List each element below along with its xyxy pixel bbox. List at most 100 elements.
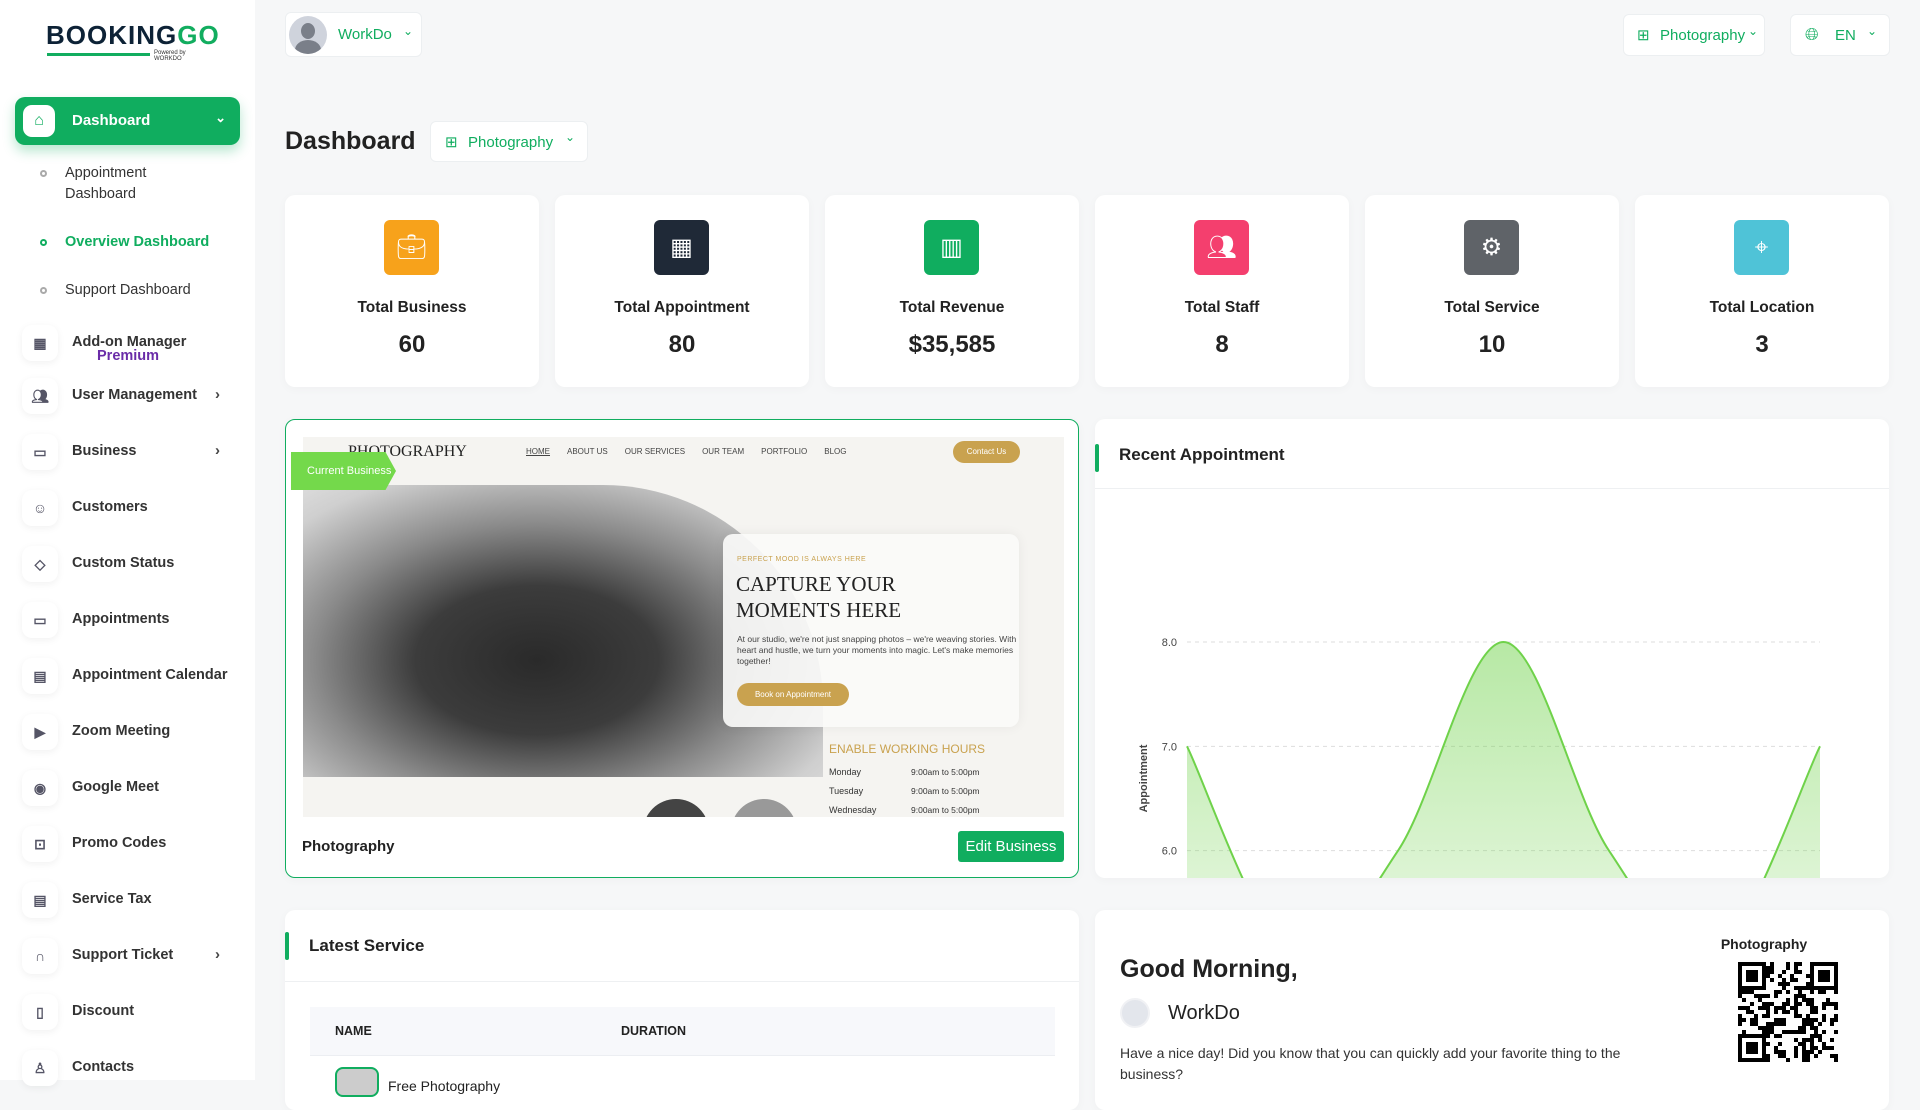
site-nav-link: OUR TEAM xyxy=(702,447,745,456)
site-contact-button: Contact Us xyxy=(953,441,1020,463)
sidebar-item-label: Add-on Manager xyxy=(72,334,187,350)
sidebar-item-appointment-calendar[interactable]: ▤ Appointment Calendar xyxy=(22,656,237,696)
sidebar-sub-overview-dashboard[interactable]: Overview Dashboard xyxy=(40,232,209,253)
service-name: Free Photography xyxy=(388,1078,501,1094)
qr-code[interactable] xyxy=(1738,962,1838,1062)
latest-service-card: Latest Service NAME DURATION Free Photog… xyxy=(285,910,1079,1110)
sidebar-item-add-on-manager[interactable]: ▦ Add-on Manager xyxy=(22,323,237,363)
calendar-icon: ▦ xyxy=(654,220,709,275)
series-line xyxy=(1186,640,1821,878)
stat-card-total-business[interactable]: 💼︎ Total Business 60 xyxy=(285,195,539,387)
chevron-right-icon: › xyxy=(215,442,220,459)
card-icon: ▭ xyxy=(22,602,58,638)
sidebar-item-service-tax[interactable]: ▤ Service Tax xyxy=(22,880,237,920)
chevron-down-icon: ⌄ xyxy=(215,110,226,125)
sidebar-item-label: Service Tax xyxy=(72,891,152,907)
apps-icon: ⊞ xyxy=(1637,27,1650,44)
tag-icon: ◇ xyxy=(22,546,58,582)
sidebar-item-label: Google Meet xyxy=(72,779,160,795)
logo[interactable]: BOOKINGGO Powered by WORKDO xyxy=(46,20,219,62)
sidebar-item-contacts[interactable]: ♙ Contacts xyxy=(22,1048,237,1088)
language-label: EN xyxy=(1835,27,1856,44)
stat-card-total-location[interactable]: ⌖ Total Location 3 xyxy=(1635,195,1889,387)
sidebar: BOOKINGGO Powered by WORKDO ⌂ Dashboard … xyxy=(0,0,255,1086)
chart-icon: ▥ xyxy=(924,220,979,275)
avatar xyxy=(289,16,327,54)
globe-icon: 🌐︎ xyxy=(1805,25,1819,44)
business-name: Photography xyxy=(468,134,554,151)
video-icon: ▶ xyxy=(22,714,58,750)
site-hours-title: ENABLE WORKING HOURS xyxy=(829,742,986,756)
stat-label: Total Appointment xyxy=(614,299,750,316)
page-title: Dashboard xyxy=(285,127,416,155)
avatar xyxy=(1120,998,1150,1028)
site-kicker: PERFECT MOOD IS ALWAYS HERE xyxy=(737,556,867,563)
grid-icon: ▦ xyxy=(22,325,58,361)
site-hours-time: 9:00am to 5:00pm xyxy=(911,786,980,796)
card-title: Latest Service xyxy=(309,936,425,955)
user-name: WorkDo xyxy=(338,26,392,43)
site-hours-time: 9:00am to 5:00pm xyxy=(911,767,980,777)
page-business-dropdown[interactable]: ⊞ Photography ⌄ xyxy=(430,121,588,162)
stat-card-total-service[interactable]: ⚙ Total Service 10 xyxy=(1365,195,1619,387)
sidebar-item-promo-codes[interactable]: ⊡ Promo Codes xyxy=(22,824,237,864)
site-nav-link: OUR SERVICES xyxy=(624,447,686,456)
headset-icon: ∩ xyxy=(22,938,58,974)
briefcase-icon: 💼︎ xyxy=(384,220,439,275)
stat-card-total-appointment[interactable]: ▦ Total Appointment 80 xyxy=(555,195,809,387)
sidebar-item-appointments[interactable]: ▭ Appointments xyxy=(22,600,237,640)
sidebar-item-business[interactable]: ▭ Business › xyxy=(22,432,237,472)
business-name: Photography xyxy=(302,838,395,855)
sidebar-item-label: Appointments xyxy=(72,611,170,627)
sidebar-item-label: Discount xyxy=(72,1003,135,1019)
site-nav-link: HOME xyxy=(526,447,550,456)
sidebar-item-customers[interactable]: ☺ Customers xyxy=(22,488,237,528)
service-thumbnail xyxy=(335,1067,379,1097)
chevron-right-icon: › xyxy=(215,386,220,403)
stat-card-total-staff[interactable]: 👥︎ Total Staff 8 xyxy=(1095,195,1349,387)
sidebar-item-google-meet[interactable]: ◉ Google Meet xyxy=(22,768,237,808)
service-icon: ⚙ xyxy=(1464,220,1519,275)
site-body: At our studio, we're not just snapping p… xyxy=(737,634,1017,666)
sidebar-item-label: Dashboard xyxy=(72,112,151,129)
card-title: Recent Appointment xyxy=(1119,445,1285,464)
business-website-preview[interactable]: PHOTOGRAPHY HOME ABOUT US OUR SERVICES OUR … xyxy=(303,437,1064,817)
stat-value: 10 xyxy=(1478,331,1506,358)
current-business-card: PHOTOGRAPHY HOME ABOUT US OUR SERVICES OUR … xyxy=(285,419,1079,878)
sidebar-sub-appointment-dashboard[interactable]: Appointment Dashboard xyxy=(40,163,175,205)
sidebar-item-zoom-meeting[interactable]: ▶ Zoom Meeting xyxy=(22,712,237,752)
y-tick-label: 7.0 xyxy=(1162,741,1177,753)
sidebar-item-label: Contacts xyxy=(72,1059,135,1075)
sidebar-sub-label: Appointment Dashboard xyxy=(65,165,147,202)
sidebar-item-discount[interactable]: ▯ Discount xyxy=(22,992,237,1032)
stat-card-total-revenue[interactable]: ▥ Total Revenue $35,585 xyxy=(825,195,1079,387)
sidebar-item-user-management[interactable]: 👥︎ User Management › xyxy=(22,376,237,416)
edit-business-button[interactable]: Edit Business xyxy=(958,831,1064,862)
appointment-chart: 5.06.07.08.015-Oct16-Oct17-Oct18-Oct19-O… xyxy=(1138,637,1821,878)
users-icon: 👥︎ xyxy=(22,378,58,414)
stat-label: Total Location xyxy=(1709,299,1815,316)
stat-label: Total Business xyxy=(357,299,467,316)
powered-by: Powered by WORKDO xyxy=(154,50,186,62)
ticket-icon: ⊡ xyxy=(22,826,58,862)
stat-value: 60 xyxy=(398,331,426,358)
stat-label: Total Service xyxy=(1444,299,1540,316)
sidebar-item-support-ticket[interactable]: ∩ Support Ticket › xyxy=(22,936,237,976)
site-hours-time: 9:00am to 5:00pm xyxy=(911,805,980,815)
sidebar-sub-support-dashboard[interactable]: Support Dashboard xyxy=(40,280,191,301)
language-switcher[interactable]: 🌐︎ EN ⌄ xyxy=(1790,14,1890,56)
sidebar-item-dashboard[interactable]: ⌂ Dashboard ⌄ xyxy=(15,97,240,145)
site-nav-link: ABOUT US xyxy=(567,447,608,456)
stat-value: 8 xyxy=(1215,331,1229,358)
calendar-icon: ▤ xyxy=(22,658,58,694)
sidebar-item-custom-status[interactable]: ◇ Custom Status xyxy=(22,544,237,584)
contact-icon: ♙ xyxy=(22,1050,58,1086)
table-row[interactable]: Free Photography xyxy=(335,1067,1035,1097)
user-dropdown[interactable]: WorkDo ⌄ xyxy=(285,12,422,57)
home-icon: ⌂ xyxy=(23,105,55,137)
site-headline: MOMENTS HERE xyxy=(736,598,902,622)
location-icon: ⌖ xyxy=(1734,220,1789,275)
stat-value: 3 xyxy=(1755,331,1769,358)
business-switcher[interactable]: ⊞ Photography ⌄ xyxy=(1623,14,1765,56)
business-name: Photography xyxy=(1660,27,1746,44)
